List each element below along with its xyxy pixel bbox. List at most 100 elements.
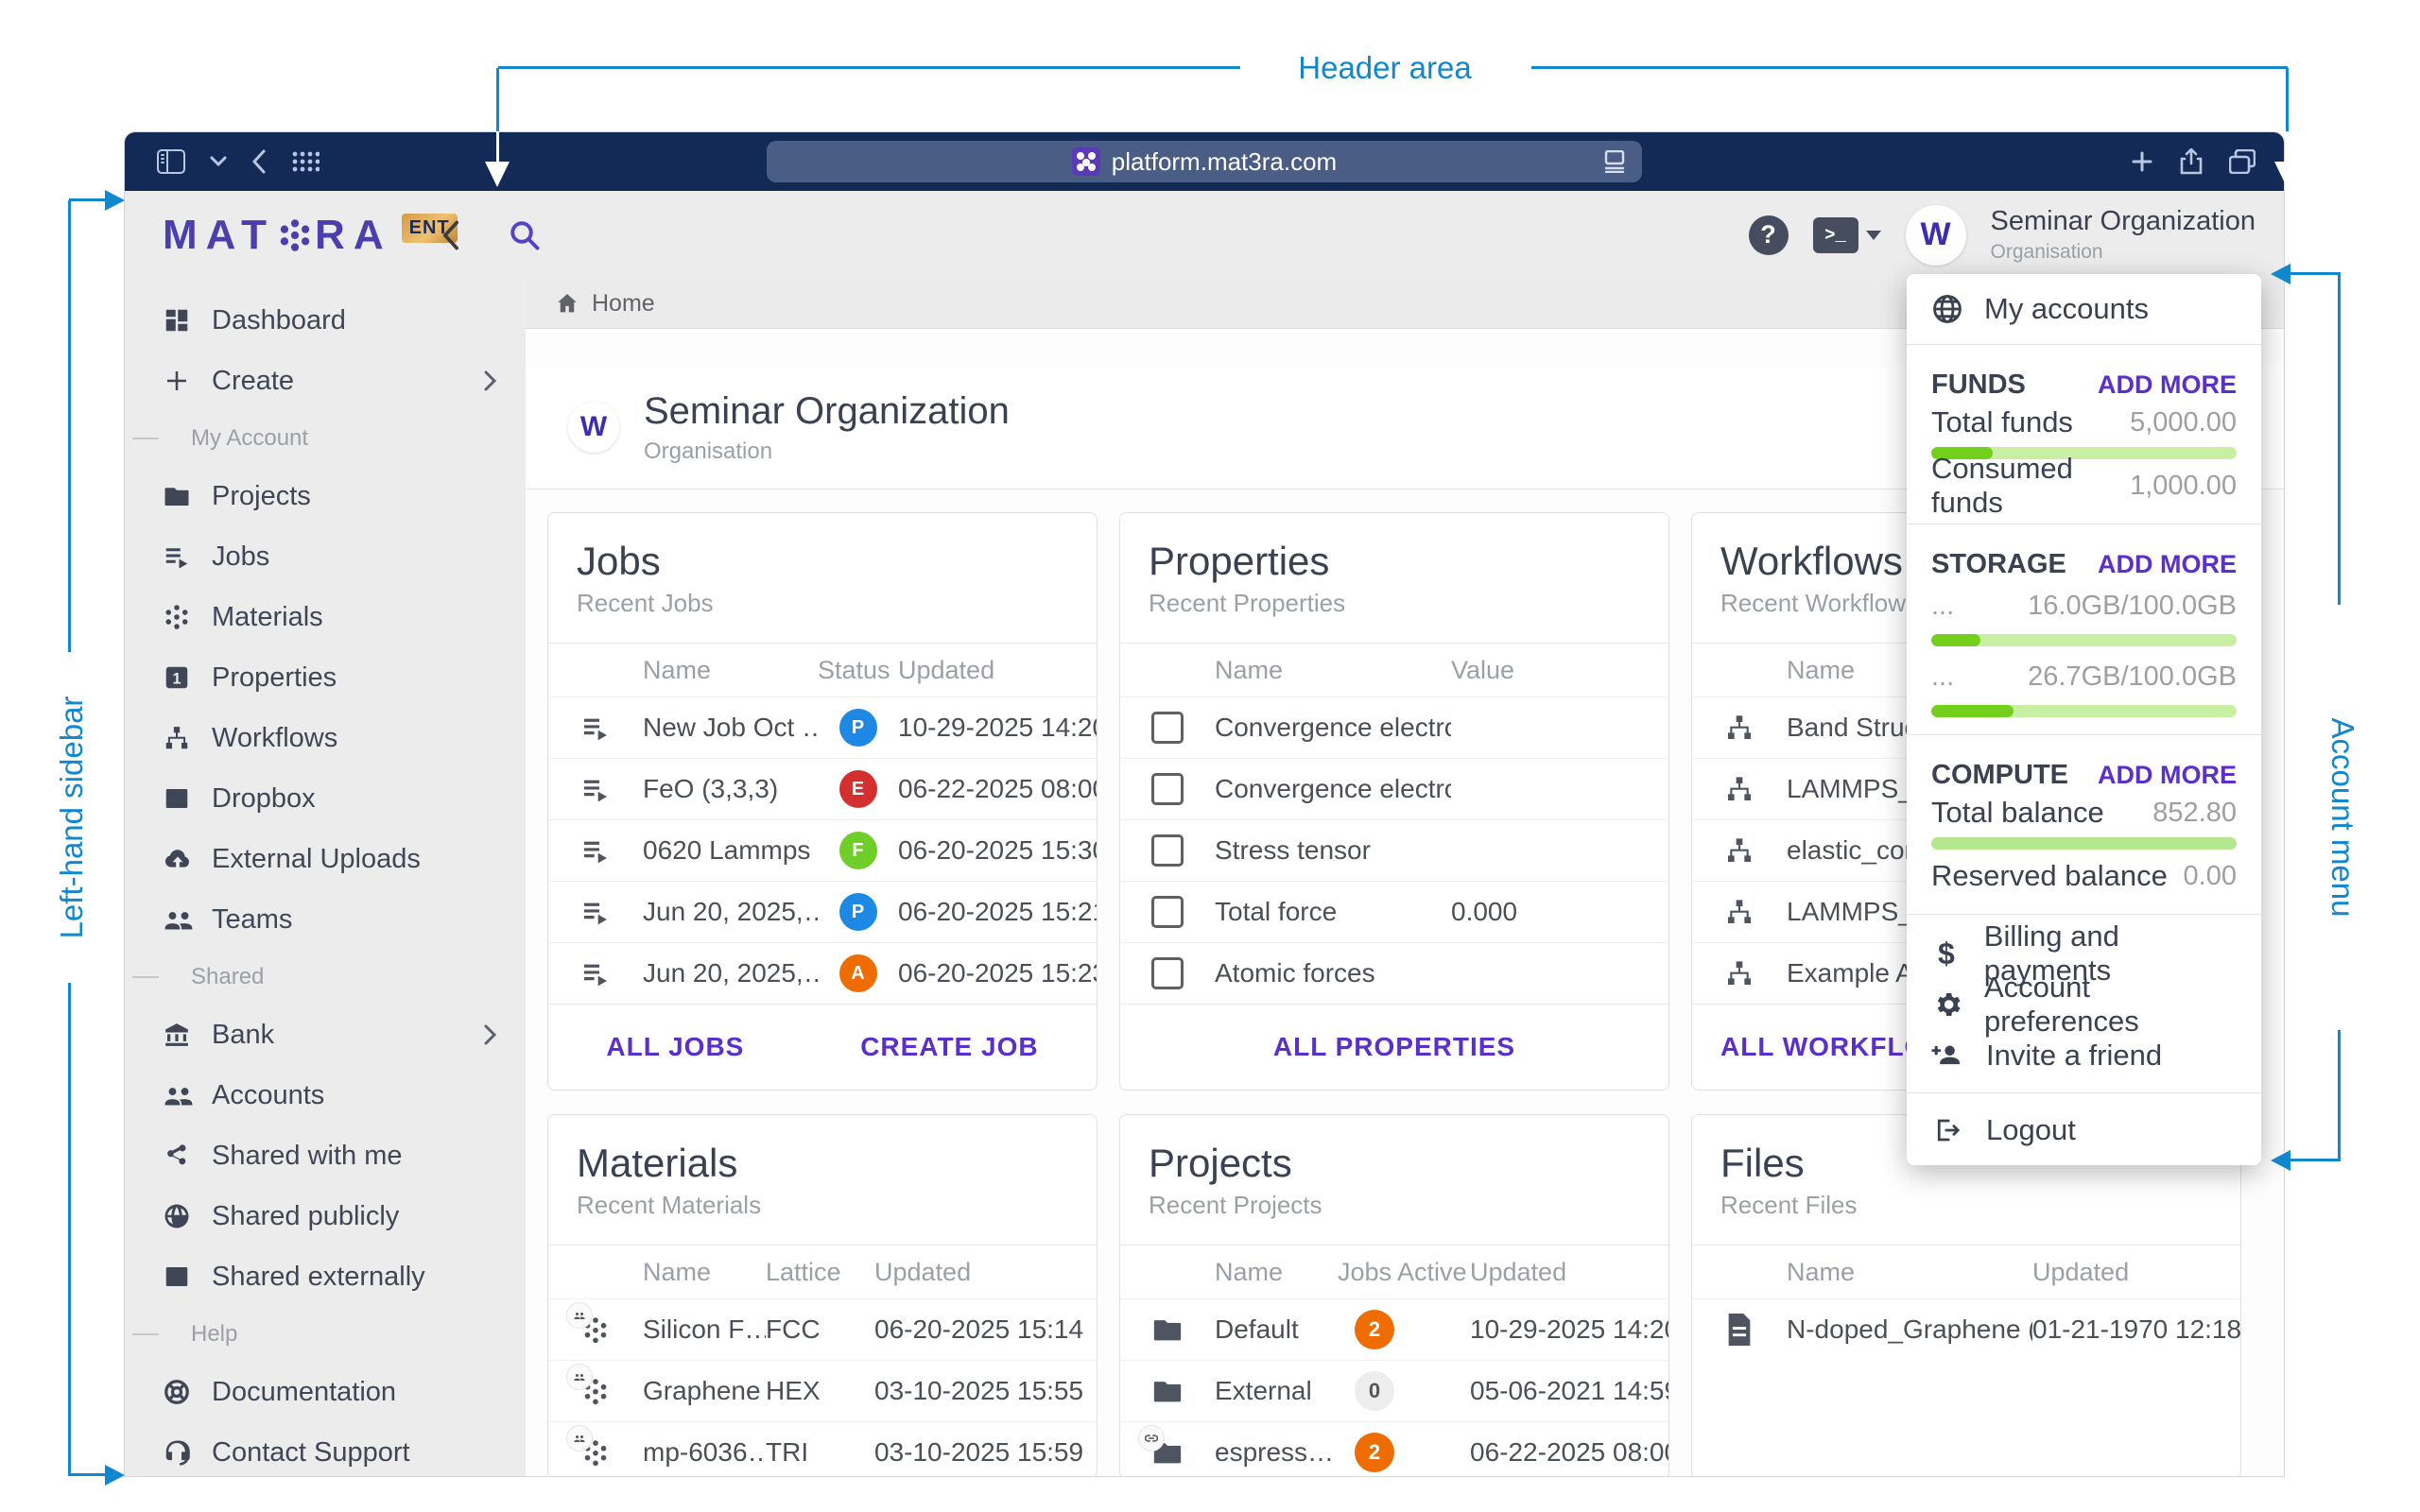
account-preferences-item[interactable]: Account preferences <box>1907 971 2261 1038</box>
checkbox-icon[interactable] <box>1151 834 1184 867</box>
sidebar-item-shared-publicly[interactable]: Shared publicly <box>125 1186 526 1246</box>
dashboard-icon <box>163 306 195 335</box>
annotation-line <box>69 1473 105 1476</box>
globe-icon <box>163 1202 195 1230</box>
user-avatar[interactable]: W <box>1905 204 1966 266</box>
job-icon <box>580 713 611 743</box>
table-row[interactable]: N-doped_Graphene (2).j… 01-21-1970 12:18 <box>1692 1298 2240 1360</box>
table-row[interactable]: Total force 0.000 <box>1120 881 1668 942</box>
sidebar-item-projects[interactable]: Projects <box>125 466 526 526</box>
job-name: New Job Oct … <box>643 713 818 742</box>
jobs-card: Jobs Recent Jobs Name Status Updated New… <box>547 512 1098 1091</box>
sidebar-item-shared-externally[interactable]: Shared externally <box>125 1246 526 1307</box>
folder-icon <box>1151 1375 1184 1407</box>
card-title: Materials <box>577 1141 738 1185</box>
table-row[interactable]: Jun 20, 2025,… P 06-20-2025 15:21 <box>548 881 1097 942</box>
invite-a-friend-item[interactable]: Invite a friend <box>1907 1030 2261 1081</box>
jobs-active-badge: 2 <box>1355 1433 1394 1472</box>
sidebar-item-documentation[interactable]: Documentation <box>125 1362 526 1422</box>
mat3ra-logo[interactable]: MAT RA ENT <box>163 212 458 259</box>
table-row[interactable]: mp-6036… TRI 03-10-2025 15:59 <box>548 1421 1097 1476</box>
sidebar-item-dropbox[interactable]: Dropbox <box>125 768 526 829</box>
table-row[interactable]: New Job Oct … P 10-29-2025 14:20 <box>548 696 1097 758</box>
sidebar-item-materials[interactable]: Materials <box>125 587 526 647</box>
sidebar-item-teams[interactable]: Teams <box>125 889 526 950</box>
table-row[interactable]: Stress tensor <box>1120 819 1668 881</box>
cloud-upload-icon <box>163 845 195 873</box>
table-header: Name Value <box>1120 644 1668 696</box>
sidebar-item-accounts[interactable]: Accounts <box>125 1065 526 1125</box>
caret-down-icon <box>1865 230 1881 240</box>
col-value: Value <box>1451 655 1515 684</box>
table-row[interactable]: Convergence electronic <box>1120 696 1668 758</box>
create-job-link[interactable]: CREATE JOB <box>860 1032 1039 1061</box>
total-funds-label: Total funds <box>1931 405 2073 438</box>
back-icon[interactable] <box>251 149 267 174</box>
funds-header: FUNDS <box>1931 369 2026 400</box>
logout-icon <box>1931 1116 1963 1144</box>
table-row[interactable]: 0620 Lammps F 06-20-2025 15:30 <box>548 819 1097 881</box>
storage-header: STORAGE <box>1931 548 2066 579</box>
sidebar-item-label: Contact Support <box>212 1436 410 1468</box>
my-accounts-item[interactable]: My accounts <box>1907 274 2261 345</box>
collapse-sidebar-icon[interactable] <box>441 220 460 250</box>
address-bar[interactable]: platform.mat3ra.com <box>767 141 1642 182</box>
sidebar-item-label: Materials <box>212 601 323 632</box>
share-icon[interactable] <box>2180 148 2203 175</box>
table-row[interactable]: Jun 20, 2025,… A 06-20-2025 15:23 <box>548 942 1097 1004</box>
app-grid-icon[interactable] <box>291 150 320 173</box>
status-badge: A <box>838 954 877 992</box>
checkbox-icon[interactable] <box>1151 773 1184 805</box>
annotation-line <box>68 200 71 652</box>
user-info[interactable]: Seminar Organization Organisation <box>1991 206 2256 264</box>
table-row[interactable]: FeO (3,3,3) E 06-22-2025 08:00 <box>548 758 1097 819</box>
table-row[interactable]: Convergence electronic <box>1120 758 1668 819</box>
table-row[interactable]: Atomic forces <box>1120 942 1668 1004</box>
col-name: Name <box>1215 655 1284 684</box>
compute-add-more-link[interactable]: ADD MORE <box>2098 760 2237 789</box>
materials-icon <box>163 603 195 631</box>
file-updated: 01-21-1970 12:18 <box>2032 1314 2240 1344</box>
logout-item[interactable]: Logout <box>1907 1105 2261 1156</box>
search-icon[interactable] <box>508 218 542 252</box>
sidebar-item-jobs[interactable]: Jobs <box>125 526 526 587</box>
chevron-down-icon[interactable] <box>210 156 227 167</box>
checkbox-icon[interactable] <box>1151 712 1184 744</box>
table-row[interactable]: Silicon F… FCC 06-20-2025 15:14 <box>548 1298 1097 1360</box>
col-updated: Updated <box>1470 1257 1567 1286</box>
breadcrumb-home[interactable]: Home <box>592 289 655 317</box>
storage-add-more-link[interactable]: ADD MORE <box>2098 549 2237 578</box>
sidebar-item-create[interactable]: Create <box>125 351 526 411</box>
table-row[interactable]: espress… 2 06-22-2025 08:00 <box>1120 1421 1668 1476</box>
table-row[interactable]: External 0 05-06-2021 14:59 <box>1120 1360 1668 1421</box>
tabs-overview-icon[interactable] <box>2229 149 2256 174</box>
table-row[interactable]: Default 2 10-29-2025 14:20 <box>1120 1298 1668 1360</box>
help-icon[interactable]: ? <box>1748 215 1789 255</box>
menu-divider <box>1907 734 2261 735</box>
sidebar-item-properties[interactable]: 1 Properties <box>125 647 526 708</box>
funds-add-more-link[interactable]: ADD MORE <box>2098 369 2237 399</box>
home-icon[interactable] <box>554 290 580 317</box>
annotation-line <box>2290 1159 2341 1161</box>
billing-and-payments-item[interactable]: $ Billing and payments <box>1907 919 2261 987</box>
reader-mode-icon[interactable] <box>1602 150 1627 173</box>
sidebar-item-workflows[interactable]: Workflows <box>125 708 526 768</box>
all-properties-link[interactable]: ALL PROPERTIES <box>1272 1032 1516 1061</box>
all-jobs-link[interactable]: ALL JOBS <box>606 1032 745 1061</box>
sidebar-item-label: Properties <box>212 662 337 693</box>
checkbox-icon[interactable] <box>1151 957 1184 989</box>
annotation-arrow-right <box>105 1465 125 1486</box>
console-menu[interactable]: >_ <box>1812 216 1881 253</box>
sidebar-toggle-icon[interactable] <box>157 149 185 174</box>
files-card: Files Recent Files Name Updated N-doped_… <box>1691 1114 2241 1476</box>
checkbox-icon[interactable] <box>1151 896 1184 928</box>
sidebar-item-shared-with-me[interactable]: Shared with me <box>125 1125 526 1186</box>
sidebar-item-bank[interactable]: Bank <box>125 1005 526 1065</box>
new-tab-icon[interactable] <box>2131 150 2153 173</box>
table-header: Name Lattice Updated <box>548 1246 1097 1298</box>
sidebar-item-dashboard[interactable]: Dashboard <box>125 290 526 351</box>
table-row[interactable]: Graphene HEX 03-10-2025 15:55 <box>548 1360 1097 1421</box>
sidebar-item-contact-support[interactable]: Contact Support <box>125 1422 526 1476</box>
sidebar-item-external-uploads[interactable]: External Uploads <box>125 829 526 889</box>
